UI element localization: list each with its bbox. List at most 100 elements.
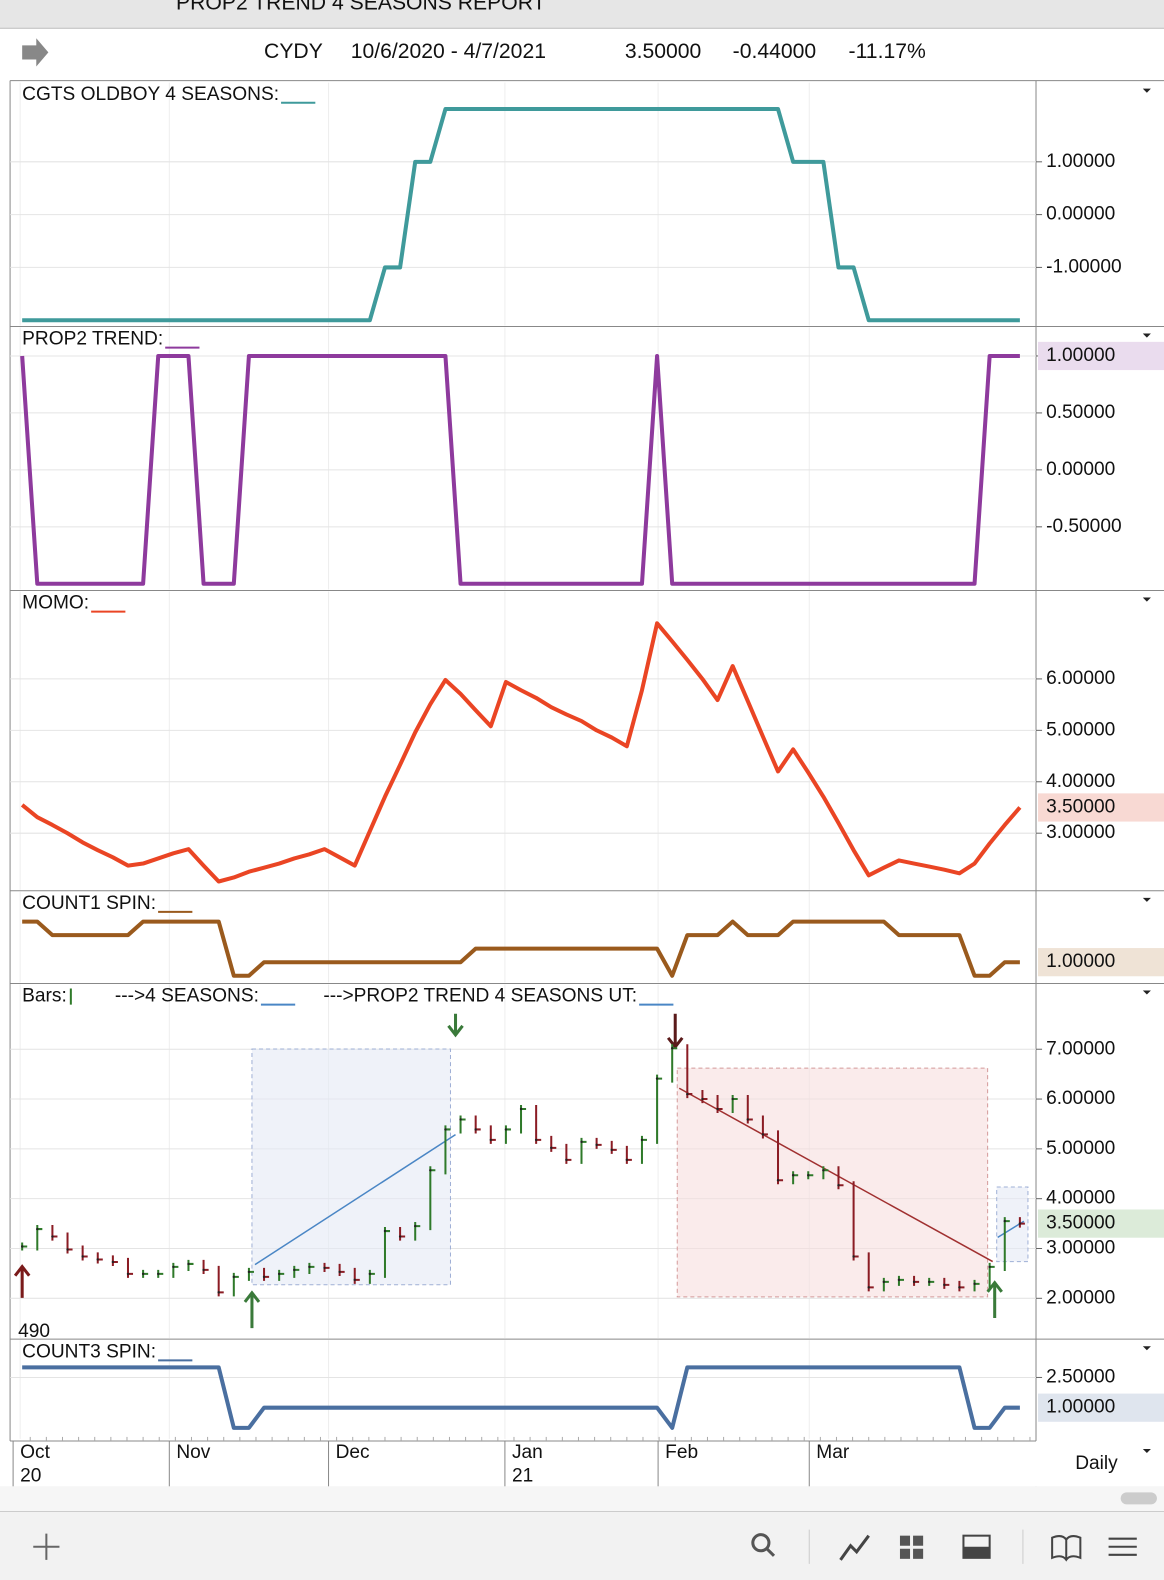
y-tick-label: 4.00000: [1046, 771, 1115, 792]
price-bar: [671, 1044, 678, 1083]
close-dot: [655, 1077, 659, 1080]
panel-menu[interactable]: [1142, 88, 1151, 93]
close-dot: [126, 1272, 130, 1276]
close-dot: [338, 1270, 341, 1274]
scrollbar[interactable]: [1120, 1492, 1157, 1505]
panel-button[interactable]: [962, 1534, 991, 1559]
close-dot: [1018, 1222, 1022, 1225]
legend-item: --->PROP2 TREND 4 SEASONS UT:: [323, 986, 637, 1007]
menu-button[interactable]: [1108, 1537, 1137, 1556]
season-box: [251, 1048, 451, 1286]
panel-menu[interactable]: [1142, 333, 1151, 338]
close-dot: [323, 1266, 326, 1270]
close-dot: [761, 1133, 765, 1136]
close-dot: [580, 1140, 583, 1144]
interval[interactable]: Daily: [1075, 1453, 1118, 1474]
close-dot: [368, 1272, 372, 1276]
close-dot: [943, 1283, 946, 1287]
window-title: PROP2 TREND 4 SEASONS REPORT: [176, 0, 546, 15]
add-button[interactable]: [33, 1533, 60, 1560]
panel-title: PROP2 TREND:: [22, 329, 163, 350]
y-tick-label: 0.00000: [1046, 204, 1115, 225]
close-dot: [882, 1280, 886, 1284]
close-dot: [746, 1118, 749, 1121]
y-tick-label: 0.00000: [1046, 459, 1115, 480]
close-dot: [550, 1146, 553, 1150]
panel-title: CGTS OLDBOY 4 SEASONS:: [22, 84, 279, 105]
close-dot: [262, 1275, 266, 1279]
toolbar: [0, 1511, 1164, 1580]
close-dot: [51, 1235, 54, 1238]
price-bar: [504, 1125, 511, 1144]
close-dot: [81, 1255, 84, 1258]
y-tick-label: 1.00000: [1046, 151, 1115, 172]
close-dot: [172, 1265, 175, 1269]
close-dot: [247, 1270, 251, 1274]
close-dot: [670, 1047, 674, 1050]
close-dot: [807, 1174, 810, 1177]
series-line: [20, 353, 1020, 586]
close-dot: [157, 1272, 160, 1276]
price-bar: [172, 1262, 179, 1278]
y-tick-label: 6.00000: [1046, 668, 1115, 689]
close-dot: [398, 1235, 402, 1238]
down-arrow: [666, 1013, 684, 1050]
search-button[interactable]: [751, 1533, 776, 1557]
legend-item: --->4 SEASONS:: [115, 986, 259, 1007]
book-button[interactable]: [1051, 1535, 1082, 1562]
price-bar: [535, 1104, 542, 1144]
last-value-label: 1.00000: [1046, 951, 1115, 972]
close-dot: [36, 1227, 39, 1231]
panel-title: Bars:: [22, 986, 67, 1007]
price-change: -0.44000: [733, 40, 817, 63]
close-dot: [20, 1245, 24, 1248]
panel-menu[interactable]: [1142, 897, 1151, 902]
chart-type-button[interactable]: [839, 1534, 870, 1561]
close-dot: [791, 1174, 795, 1177]
close-dot: [187, 1262, 190, 1266]
y-tick-label: 0.50000: [1046, 402, 1115, 423]
y-tick-label: 2.50000: [1046, 1367, 1115, 1388]
close-dot: [822, 1169, 825, 1172]
x-year-label: 20: [20, 1465, 41, 1486]
layout-button[interactable]: [899, 1535, 924, 1559]
dropdown-caret[interactable]: [1142, 1449, 1151, 1454]
series-line: [20, 621, 1022, 884]
x-tick-label: Oct: [20, 1442, 50, 1463]
price-bar: [459, 1115, 466, 1134]
x-tick-label: Jan: [512, 1442, 543, 1463]
last-value-box: [1038, 948, 1164, 977]
last-value-box: [1038, 1209, 1164, 1238]
y-tick-label: 6.00000: [1046, 1088, 1115, 1109]
last-value-label: 1.00000: [1046, 345, 1115, 366]
scroll-area: [0, 1486, 1164, 1512]
close-dot: [504, 1128, 508, 1131]
y-tick-label: 5.00000: [1046, 719, 1115, 740]
price-bar: [489, 1125, 496, 1144]
price-bar: [126, 1257, 134, 1278]
y-tick-label: 4.00000: [1046, 1188, 1115, 1209]
close-dot: [308, 1265, 311, 1269]
trend-line: [678, 1087, 994, 1263]
series-line: [22, 919, 1020, 978]
price-bar: [550, 1135, 557, 1152]
close-dot: [232, 1275, 236, 1279]
last-value-box: [1038, 341, 1164, 371]
panel-menu[interactable]: [1142, 1346, 1151, 1351]
last-value-box: [1038, 1393, 1164, 1422]
close-dot: [565, 1158, 568, 1162]
close-dot: [459, 1118, 462, 1121]
x-axis-area: [0, 1440, 1164, 1487]
symbol-arrow[interactable]: [22, 38, 49, 67]
price-bar: [96, 1252, 103, 1264]
close-dot: [489, 1138, 493, 1142]
close-dot: [595, 1143, 598, 1147]
x-tick-label: Mar: [816, 1442, 850, 1463]
panel-menu[interactable]: [1142, 990, 1151, 995]
price-bar: [81, 1245, 88, 1261]
annotation: 490: [18, 1321, 50, 1342]
title-bar: [0, 0, 1164, 29]
close-dot: [973, 1282, 976, 1286]
panel-menu[interactable]: [1142, 597, 1151, 602]
close-dot: [837, 1184, 840, 1187]
